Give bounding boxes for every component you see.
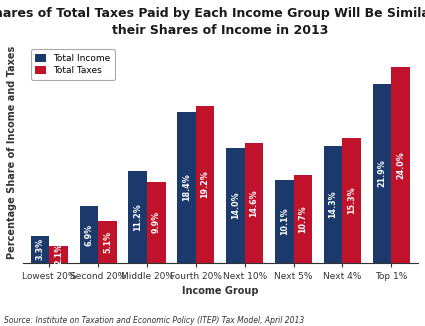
Bar [128,171,147,263]
Text: 10.7%: 10.7% [298,205,307,233]
Bar [177,112,196,263]
Text: 24.0%: 24.0% [396,151,405,179]
Text: 15.3%: 15.3% [347,186,356,214]
Bar [275,180,294,263]
Bar [343,138,361,263]
Text: 5.1%: 5.1% [103,231,112,253]
Title: Shares of Total Taxes Paid by Each Income Group Will Be Similar to
their Shares : Shares of Total Taxes Paid by Each Incom… [0,7,425,37]
Bar [226,148,245,263]
Bar [373,84,391,263]
Bar [391,67,410,263]
X-axis label: Income Group: Income Group [182,286,258,296]
Bar [324,146,343,263]
Text: 10.1%: 10.1% [280,208,289,235]
Text: 14.0%: 14.0% [231,192,240,219]
Text: 19.2%: 19.2% [201,170,210,198]
Text: 9.9%: 9.9% [152,211,161,233]
Text: Source: Institute on Taxation and Economic Policy (ITEP) Tax Model, April 2013: Source: Institute on Taxation and Econom… [4,316,304,325]
Bar [98,221,117,263]
Bar [294,175,312,263]
Legend: Total Income, Total Taxes: Total Income, Total Taxes [31,49,115,80]
Bar [245,143,263,263]
Text: 2.1%: 2.1% [54,243,63,265]
Text: 11.2%: 11.2% [133,203,142,231]
Bar [49,245,68,263]
Bar [196,106,215,263]
Text: 21.9%: 21.9% [377,159,386,187]
Y-axis label: Percentage Share of Income and Taxes: Percentage Share of Income and Taxes [7,46,17,259]
Text: 6.9%: 6.9% [85,223,94,245]
Text: 18.4%: 18.4% [182,174,191,201]
Text: 14.3%: 14.3% [329,190,337,218]
Bar [79,206,98,263]
Bar [147,182,166,263]
Bar [31,236,49,263]
Text: 3.3%: 3.3% [36,238,45,260]
Text: 14.6%: 14.6% [249,189,258,217]
